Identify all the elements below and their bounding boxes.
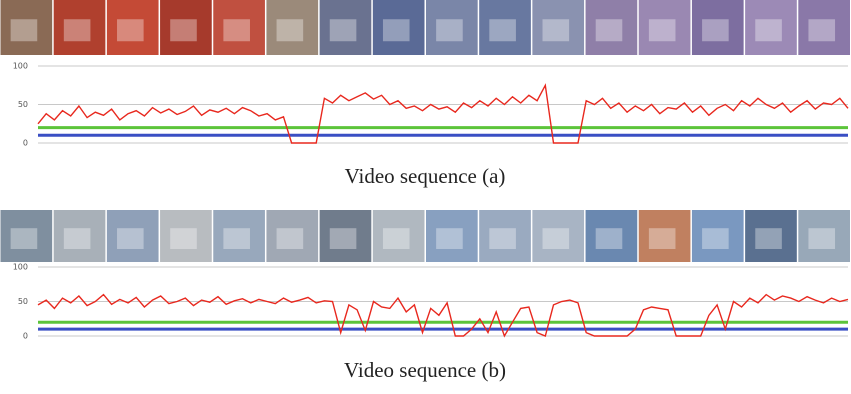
thumbnail-detail (755, 228, 782, 249)
thumbnail-detail (64, 228, 91, 249)
thumbnail-detail (330, 228, 357, 249)
thumbnail-detail (436, 19, 463, 41)
thumbnail-detail (383, 228, 410, 249)
thumbnail-detail (64, 19, 91, 41)
y-tick-label: 50 (18, 297, 28, 306)
thumbnail-detail (11, 228, 38, 249)
y-tick-label: 0 (23, 139, 28, 148)
thumbnail-detail (649, 19, 676, 41)
thumbnail-detail (755, 19, 782, 41)
thumbnail-detail (596, 228, 623, 249)
thumbnail-detail (170, 19, 197, 41)
y-tick-label: 100 (13, 263, 28, 272)
thumbnail-detail (223, 228, 250, 249)
thumbnail-detail (808, 228, 835, 249)
thumbnail-detail (117, 19, 144, 41)
thumbnail-detail (436, 228, 463, 249)
thumbnail-detail (383, 19, 410, 41)
y-tick-label: 100 (13, 62, 28, 71)
thumbnail-detail (277, 19, 304, 41)
caption: Video sequence (a) (345, 164, 506, 188)
thumbnail-detail (277, 228, 304, 249)
thumbnail-detail (117, 228, 144, 249)
caption: Video sequence (b) (344, 358, 506, 382)
y-tick-label: 50 (18, 100, 28, 109)
thumbnail-detail (649, 228, 676, 249)
thumbnail-detail (489, 19, 516, 41)
thumbnail-detail (596, 19, 623, 41)
thumbnail-detail (223, 19, 250, 41)
thumbnail-detail (170, 228, 197, 249)
thumbnail-detail (543, 19, 570, 41)
thumbnail-detail (330, 19, 357, 41)
thumbnail-detail (11, 19, 38, 41)
thumbnail-detail (489, 228, 516, 249)
figure: 0 50 100 Video sequence (a) 0 50 100 Video sequ… (0, 0, 851, 394)
thumbnail-detail (808, 19, 835, 41)
thumbnail-detail (702, 228, 729, 249)
y-tick-label: 0 (23, 332, 28, 341)
thumbnail-detail (543, 228, 570, 249)
thumbnail-detail (702, 19, 729, 41)
